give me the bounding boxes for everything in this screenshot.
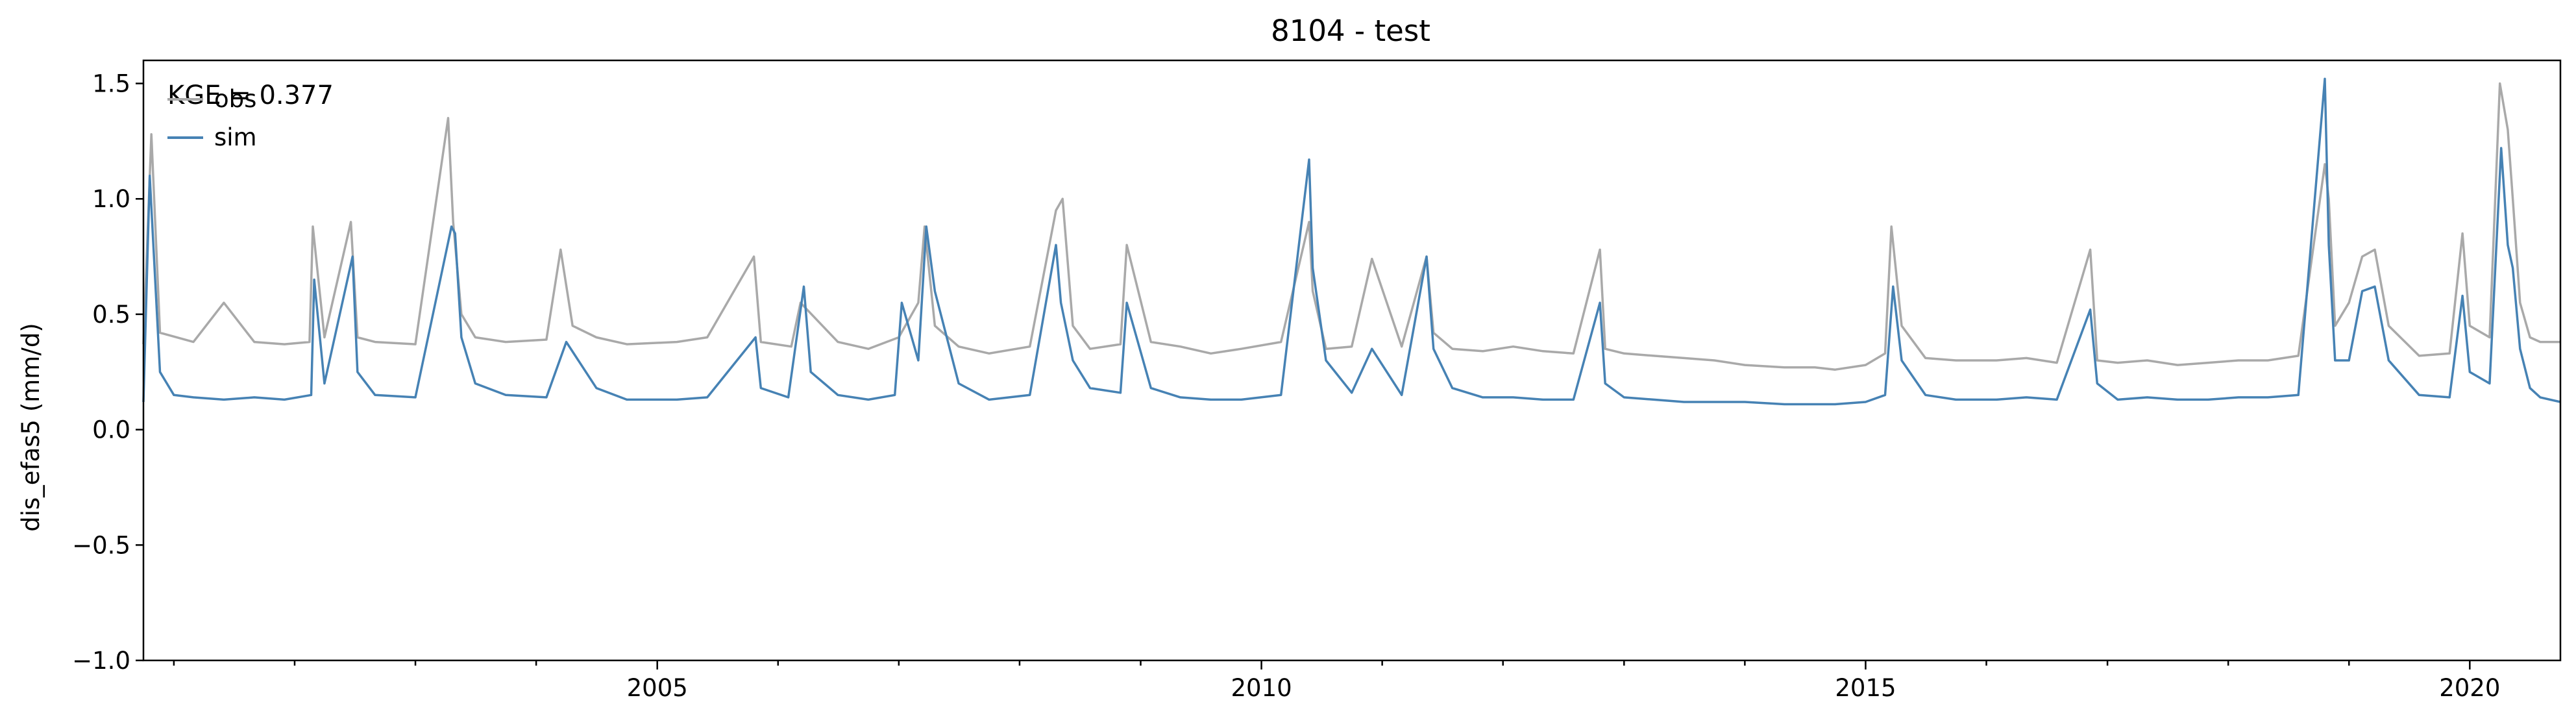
series-layer <box>142 77 2561 406</box>
y-tick-label: −1.0 <box>72 647 130 675</box>
legend-label-obs: obs <box>214 85 256 113</box>
x-tick-label: 2005 <box>627 674 688 702</box>
y-tick-label: 1.0 <box>92 185 130 213</box>
legend-label-sim: sim <box>214 123 257 151</box>
y-tick-label: 0.5 <box>92 301 130 329</box>
x-tick-label: 2020 <box>2439 674 2500 702</box>
y-axis-label: dis_efas5 (mm/d) <box>17 323 45 532</box>
y-tick-label: 0.0 <box>92 416 130 444</box>
x-axis-ticks: 2005 2010 2015 2020 <box>173 660 2500 702</box>
x-tick-label: 2015 <box>1835 674 1896 702</box>
y-tick-label: 1.5 <box>92 70 130 98</box>
y-axis-ticks: −1.0 −0.5 0.0 0.5 1.0 1.5 <box>72 70 143 675</box>
kge-annotation: KGE = 0.377 <box>167 81 334 110</box>
series-line-obs <box>142 82 2560 371</box>
series-line-sim <box>142 77 2561 406</box>
plot-frame <box>142 59 2562 662</box>
x-tick-label: 2010 <box>1231 674 1292 702</box>
y-tick-label: −0.5 <box>72 531 130 559</box>
chart-title: 8104 - test <box>1271 14 1430 48</box>
legend: obs sim <box>167 85 257 151</box>
